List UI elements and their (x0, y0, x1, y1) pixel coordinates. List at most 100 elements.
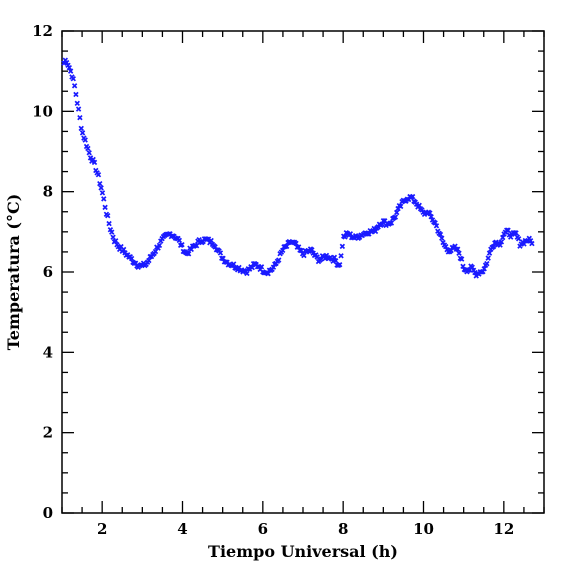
y-tick-label: 8 (43, 183, 53, 201)
data-point (128, 255, 135, 262)
data-point (85, 145, 91, 152)
data-point (481, 266, 487, 272)
data-point (508, 234, 514, 240)
data-point (156, 242, 163, 249)
data-point (392, 214, 399, 220)
data-point (490, 243, 497, 250)
data-point (132, 260, 139, 266)
data-point (106, 220, 112, 227)
data-point (79, 130, 86, 136)
data-point (193, 242, 200, 249)
data-point (74, 100, 80, 107)
data-point (428, 214, 434, 220)
data-point (71, 83, 78, 89)
data-point (433, 223, 440, 229)
data-point (244, 270, 250, 277)
data-point (484, 260, 490, 267)
data-point (249, 264, 255, 271)
data-point (500, 234, 506, 241)
data-point (416, 202, 422, 209)
data-point (217, 250, 224, 256)
x-tick-label: 4 (177, 520, 187, 538)
data-point (86, 150, 92, 156)
data-point (460, 263, 466, 270)
y-tick-label: 10 (32, 102, 53, 120)
data-point (101, 196, 107, 202)
data-point (276, 257, 282, 263)
data-point (105, 212, 111, 219)
data-point (90, 156, 96, 163)
data-point (439, 235, 445, 241)
x-tick-label: 12 (493, 520, 514, 538)
data-point (63, 59, 70, 66)
y-tick-label: 2 (43, 424, 53, 442)
data-point (75, 106, 82, 112)
data-point (529, 240, 535, 247)
data-point (120, 246, 127, 253)
data-point (498, 239, 505, 245)
data-point (146, 257, 152, 264)
y-tick-label: 0 (43, 504, 53, 522)
data-points (61, 57, 535, 279)
data-point (258, 264, 265, 270)
data-point (497, 242, 503, 248)
data-point (504, 227, 510, 233)
data-point (456, 250, 462, 256)
data-point (331, 254, 338, 261)
data-point (208, 237, 214, 244)
data-point (70, 75, 76, 82)
data-point (505, 227, 511, 233)
data-point (230, 261, 237, 267)
data-point (67, 68, 74, 74)
data-point (78, 125, 84, 132)
data-point (394, 209, 400, 216)
data-point (102, 204, 108, 211)
y-tick-label: 12 (32, 22, 53, 40)
data-point (339, 243, 346, 250)
data-point (333, 258, 339, 264)
data-point (409, 193, 416, 200)
data-point (453, 246, 460, 252)
x-tick-label: 10 (413, 520, 434, 538)
data-point (437, 231, 444, 238)
axis-ticks (61, 30, 545, 514)
x-axis-label: Tiempo Universal (h) (208, 542, 398, 561)
data-point (485, 255, 491, 261)
data-point (388, 220, 395, 226)
data-point (469, 264, 475, 271)
data-point (309, 247, 315, 253)
x-tick-label: 6 (258, 520, 268, 538)
data-point (91, 159, 98, 166)
data-point (432, 220, 438, 226)
data-point (372, 228, 379, 235)
data-point (179, 241, 185, 248)
data-point (458, 256, 465, 262)
data-point (98, 185, 104, 191)
data-point (486, 250, 493, 256)
x-tick-label: 8 (338, 520, 348, 538)
y-tick-label: 6 (43, 263, 53, 281)
y-tick-label: 4 (43, 343, 53, 361)
data-point (337, 261, 343, 268)
data-point (99, 190, 106, 196)
data-point (95, 171, 102, 178)
data-point (109, 229, 115, 235)
data-point (185, 251, 192, 257)
data-point (283, 243, 290, 250)
data-point (513, 230, 519, 236)
data-point (527, 238, 534, 244)
data-point (443, 243, 449, 250)
data-point (77, 114, 83, 121)
data-point (97, 180, 103, 187)
data-point (73, 91, 79, 98)
data-point (515, 236, 522, 242)
data-point (66, 64, 73, 71)
y-axis-label: Temperatura (°C) (4, 194, 23, 351)
data-point (82, 137, 88, 143)
x-tick-label: 2 (97, 520, 107, 538)
data-point (480, 268, 486, 275)
axis-tick-labels: 2 4 6 8 10 12 0 2 4 6 8 10 12 (32, 22, 514, 538)
data-point (427, 210, 433, 216)
data-point (113, 238, 119, 244)
